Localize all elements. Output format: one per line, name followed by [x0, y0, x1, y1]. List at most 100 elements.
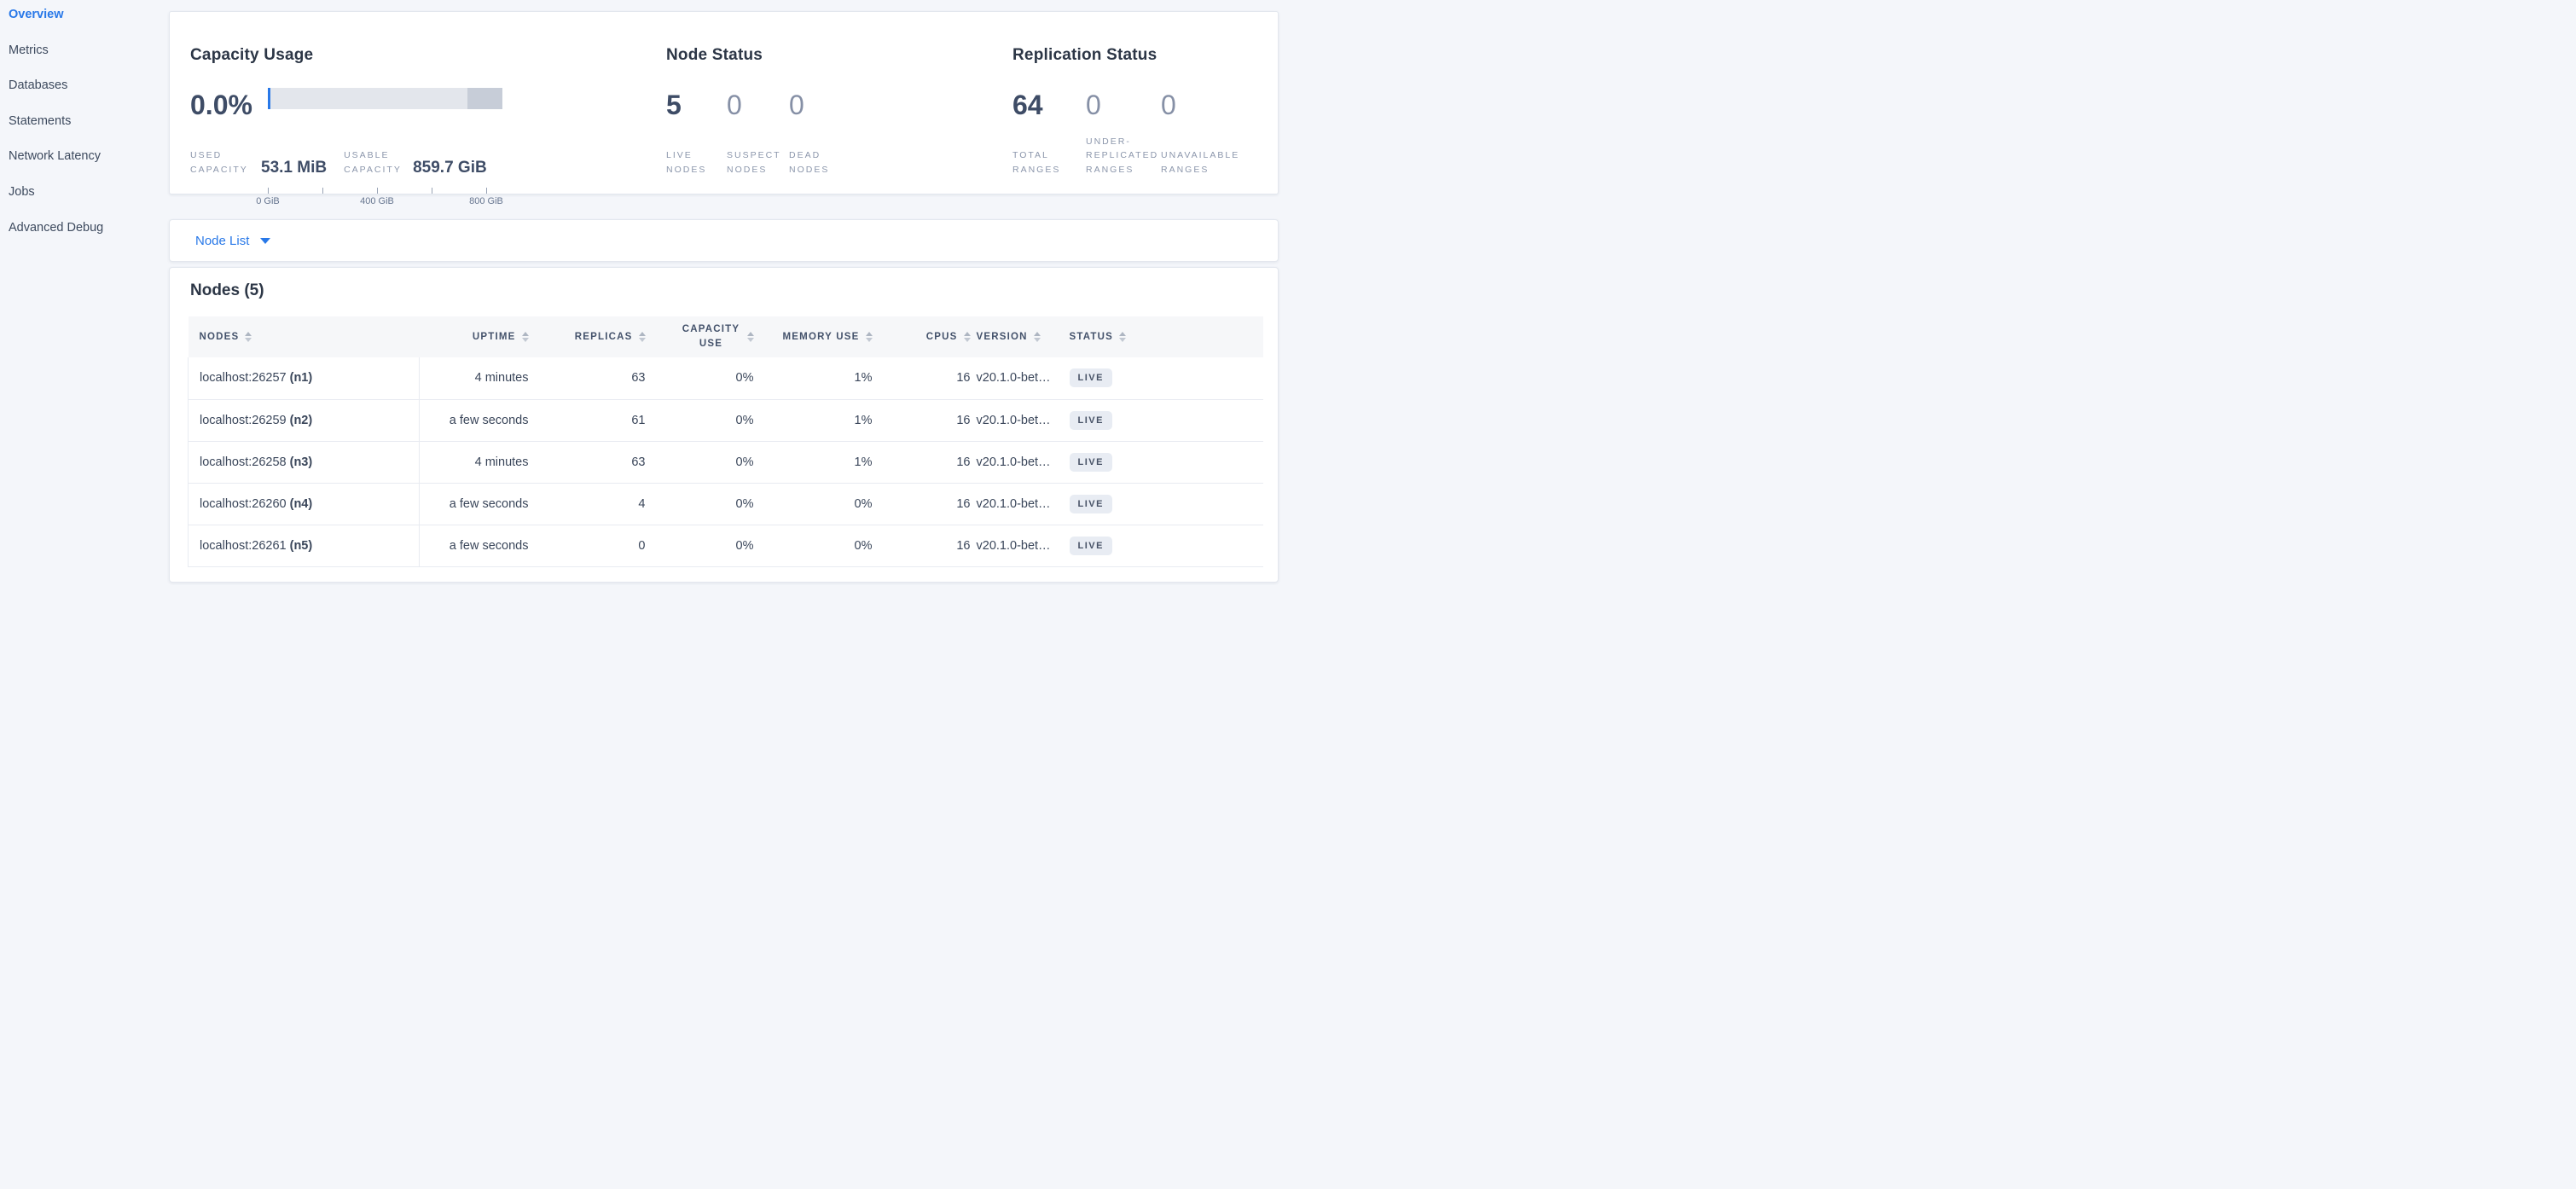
column-label: MEMORY USE: [782, 332, 860, 342]
total-ranges-label: TOTAL RANGES: [1012, 150, 1061, 176]
replicas-cell: 61: [631, 413, 646, 427]
nodes-card: Nodes (5) NODES UPTIME REPLICAS: [169, 267, 1279, 583]
column-header-cpus[interactable]: CPUS: [876, 316, 974, 357]
table-row-n3[interactable]: localhost:26258 (n3) 4 minutes 63 0% 1% …: [188, 441, 1263, 483]
table-row-n1[interactable]: localhost:26257 (n1) 4 minutes 63 0% 1% …: [188, 357, 1263, 399]
node-address: localhost:26259: [200, 413, 287, 427]
usable-capacity-label: USABLE CAPACITY: [344, 150, 402, 176]
sidebar-item-databases[interactable]: Databases: [9, 78, 68, 93]
sort-icon: [245, 332, 252, 342]
status-badge: LIVE: [1069, 536, 1112, 555]
column-label: NODES: [199, 332, 240, 342]
node-address: localhost:26261: [200, 538, 287, 553]
sidebar-item-network-latency[interactable]: Network Latency: [9, 149, 101, 164]
sort-icon: [963, 332, 971, 342]
replication-status-section: Replication Status 64 0 0 TOTAL RANGES U…: [1012, 12, 1277, 194]
axis-tick: [486, 188, 487, 194]
capacity-use-cell: 0%: [735, 455, 754, 469]
column-label: CAPACITY USE: [682, 323, 740, 349]
status-cell: LIVE: [1068, 399, 1263, 441]
uptime-cell: a few seconds: [449, 538, 529, 553]
overview-page: Overview Metrics Databases Statements Ne…: [0, 0, 1288, 594]
sort-icon: [1033, 332, 1041, 342]
dead-nodes-label: DEAD NODES: [789, 150, 830, 176]
node-address-cell: localhost:26259 (n2): [188, 399, 420, 441]
capacity-stats: USED CAPACITY 53.1 MiB USABLE CAPACITY 8…: [190, 148, 487, 177]
usable-capacity-value: 859.7 GiB: [413, 159, 487, 177]
sidebar-item-advanced-debug[interactable]: Advanced Debug: [9, 220, 104, 235]
column-label: REPLICAS: [574, 332, 633, 342]
sidebar-item-overview[interactable]: Overview: [9, 8, 64, 21]
node-address: localhost:26260: [200, 496, 287, 511]
sort-icon: [1119, 332, 1126, 342]
column-header-memory-use[interactable]: MEMORY USE: [757, 316, 876, 357]
cpus-cell: 16: [956, 455, 971, 469]
capacity-bar-dark-segment: [467, 88, 502, 109]
node-list-dropdown[interactable]: Node List: [195, 220, 271, 261]
live-nodes-value: 5: [666, 90, 682, 120]
table-row-n5[interactable]: localhost:26261 (n5) a few seconds 0 0% …: [188, 525, 1263, 566]
node-id: (n3): [289, 455, 313, 469]
chevron-down-icon: [260, 237, 271, 244]
used-capacity-label: USED CAPACITY: [190, 150, 248, 176]
node-list-dropdown-label: Node List: [195, 233, 250, 248]
version-cell: v20.1.0-bet…: [976, 455, 1051, 469]
cpus-cell: 16: [956, 496, 971, 511]
uptime-cell: a few seconds: [449, 496, 529, 511]
cpus-cell: 16: [956, 538, 971, 553]
status-cell: LIVE: [1068, 357, 1263, 399]
column-header-capacity-use[interactable]: CAPACITY USE: [649, 316, 757, 357]
column-header-uptime[interactable]: UPTIME: [420, 316, 532, 357]
under-replicated-ranges-label: UNDER-REPLICATED RANGES: [1086, 136, 1159, 176]
node-address-cell: localhost:26261 (n5): [188, 525, 420, 566]
replicas-cell: 0: [638, 538, 646, 553]
replication-status-title: Replication Status: [1012, 46, 1157, 64]
capacity-usage-section: Capacity Usage 0.0% 0 GiB 400 GiB 800 Gi…: [190, 12, 651, 206]
status-cell: LIVE: [1068, 483, 1263, 525]
column-label: CPUS: [925, 332, 958, 342]
memory-use-cell: 0%: [854, 538, 873, 553]
column-header-replicas[interactable]: REPLICAS: [532, 316, 649, 357]
suspect-nodes-label: SUSPECT NODES: [727, 150, 781, 176]
nodes-section-title: Nodes (5): [190, 281, 264, 299]
node-address: localhost:26258: [200, 455, 287, 469]
cluster-summary-card: Capacity Usage 0.0% 0 GiB 400 GiB 800 Gi…: [169, 11, 1279, 206]
axis-tick: [377, 188, 378, 194]
dead-nodes-value: 0: [789, 90, 804, 120]
column-header-version[interactable]: VERSION: [974, 316, 1068, 357]
status-cell: LIVE: [1068, 441, 1263, 483]
node-id: (n5): [289, 538, 313, 553]
sort-icon: [865, 332, 873, 342]
replicas-cell: 63: [631, 455, 646, 469]
replicas-cell: 63: [631, 371, 646, 386]
memory-use-cell: 1%: [854, 455, 873, 469]
capacity-use-cell: 0%: [735, 496, 754, 511]
sidebar-item-metrics[interactable]: Metrics: [9, 43, 49, 57]
version-cell: v20.1.0-bet…: [976, 496, 1051, 511]
axis-label-0: 0 GiB: [256, 196, 280, 206]
table-row-n2[interactable]: localhost:26259 (n2) a few seconds 61 0%…: [188, 399, 1263, 441]
column-header-status[interactable]: STATUS: [1068, 316, 1263, 357]
version-cell: v20.1.0-bet…: [976, 538, 1051, 553]
capacity-usage-title: Capacity Usage: [190, 46, 314, 64]
node-address-cell: localhost:26257 (n1): [188, 357, 420, 399]
node-id: (n1): [289, 371, 313, 386]
memory-use-cell: 1%: [854, 413, 873, 427]
sidebar: Overview Metrics Databases Statements Ne…: [0, 0, 167, 594]
column-header-nodes[interactable]: NODES: [189, 316, 420, 357]
status-cell: LIVE: [1068, 525, 1263, 566]
sidebar-item-jobs[interactable]: Jobs: [9, 184, 35, 199]
total-ranges-value: 64: [1012, 90, 1043, 120]
table-row-n4[interactable]: localhost:26260 (n4) a few seconds 4 0% …: [188, 483, 1263, 525]
sidebar-item-statements[interactable]: Statements: [9, 113, 72, 128]
unavailable-ranges-value: 0: [1161, 90, 1176, 120]
version-cell: v20.1.0-bet…: [976, 413, 1051, 427]
axis-tick: [268, 188, 269, 194]
status-badge: LIVE: [1069, 368, 1112, 388]
node-address-cell: localhost:26260 (n4): [188, 483, 420, 525]
uptime-cell: 4 minutes: [474, 455, 529, 469]
capacity-use-cell: 0%: [735, 413, 754, 427]
capacity-use-cell: 0%: [735, 371, 754, 386]
node-id: (n4): [289, 496, 313, 511]
uptime-cell: a few seconds: [449, 413, 529, 427]
